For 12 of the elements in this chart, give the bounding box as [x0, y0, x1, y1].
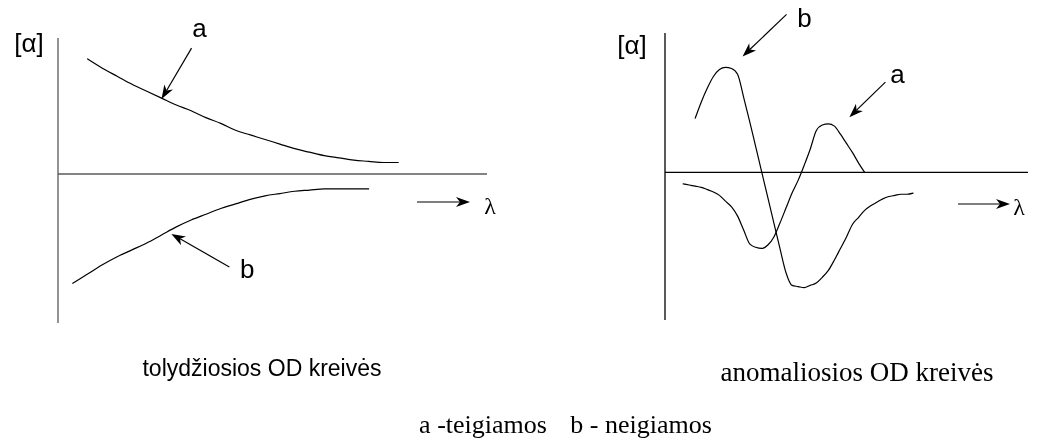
- text: a: [890, 59, 906, 90]
- legend-label: b: [240, 253, 255, 284]
- legend-label: b: [797, 3, 812, 34]
- y-axis-title: [α]: [14, 28, 44, 58]
- text: tolydžiosios OD kreivės: [142, 355, 382, 381]
- x-axis-title: λ: [1013, 194, 1026, 220]
- text: a -teigiamos: [419, 410, 547, 439]
- text: b - neigiamos: [570, 410, 712, 439]
- text: a: [192, 13, 208, 44]
- y-axis-title: [α]: [617, 30, 647, 60]
- x-axis-title: λ: [484, 193, 497, 219]
- text: anomaliosios OD kreivės: [720, 357, 994, 387]
